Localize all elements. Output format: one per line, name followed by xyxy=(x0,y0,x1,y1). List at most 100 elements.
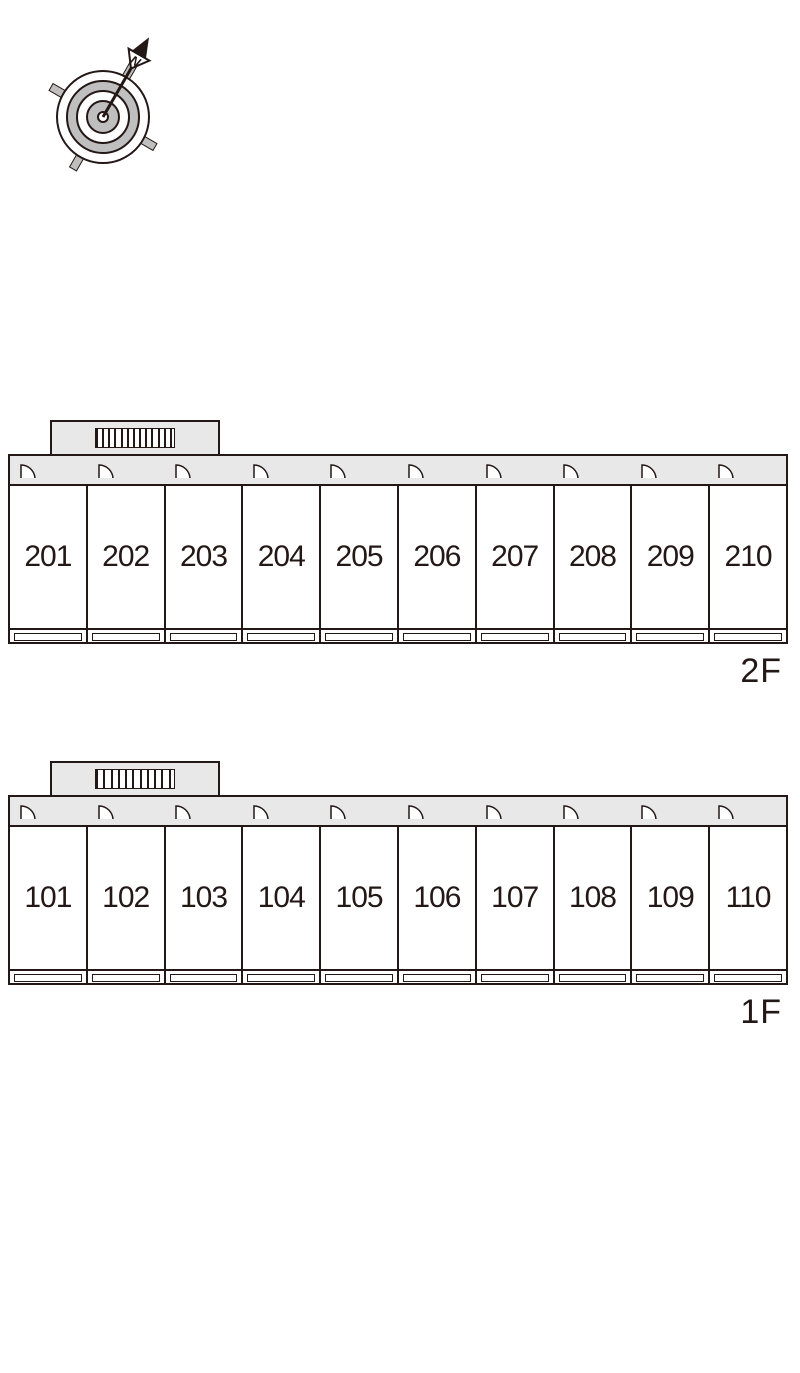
door-icon xyxy=(98,803,118,819)
units-row: 101 102 103 104 105 106 107 108 109 110 xyxy=(8,825,788,971)
unit-number: 204 xyxy=(258,540,305,574)
unit-number: 202 xyxy=(102,540,149,574)
door-icon xyxy=(175,803,195,819)
door-slot xyxy=(88,797,166,825)
door-slot xyxy=(553,456,631,484)
balcony-row xyxy=(8,971,788,985)
door-slot xyxy=(631,456,709,484)
balcony-row xyxy=(8,630,788,644)
door-slot xyxy=(320,456,398,484)
door-slot xyxy=(476,456,554,484)
unit-cell: 104 xyxy=(243,827,321,969)
balcony xyxy=(10,971,88,983)
corridor xyxy=(8,795,788,825)
unit-cell: 204 xyxy=(243,486,321,628)
unit-cell: 201 xyxy=(10,486,88,628)
unit-number: 209 xyxy=(647,540,694,574)
unit-cell: 101 xyxy=(10,827,88,969)
balcony xyxy=(243,630,321,642)
unit-cell: 106 xyxy=(399,827,477,969)
unit-number: 103 xyxy=(180,881,227,915)
balcony xyxy=(710,971,786,983)
unit-cell: 202 xyxy=(88,486,166,628)
floor-block: 201 202 203 204 205 206207 208 209 210 2F xyxy=(8,420,788,691)
balcony xyxy=(632,971,710,983)
door-icon xyxy=(330,462,350,478)
door-icon xyxy=(641,462,661,478)
door-icon xyxy=(253,803,273,819)
door-slot xyxy=(10,456,88,484)
balcony xyxy=(321,630,399,642)
compass-svg: N xyxy=(28,22,198,192)
door-icon xyxy=(330,803,350,819)
unit-cell: 203 xyxy=(166,486,244,628)
door-slot xyxy=(476,797,554,825)
compass-rose: N xyxy=(28,22,198,197)
unit-number: 109 xyxy=(647,881,694,915)
door-icon xyxy=(253,462,273,478)
balcony xyxy=(710,630,786,642)
balcony xyxy=(399,971,477,983)
door-icon xyxy=(20,462,40,478)
floor-label: 2F xyxy=(8,652,788,691)
unit-number: 205 xyxy=(336,540,383,574)
balcony xyxy=(555,630,633,642)
unit-cell: 207 xyxy=(477,486,555,628)
door-icon xyxy=(641,803,661,819)
door-icon xyxy=(408,803,428,819)
unit-number: 203 xyxy=(180,540,227,574)
door-icon xyxy=(486,462,506,478)
door-icon xyxy=(20,803,40,819)
door-icon xyxy=(718,462,738,478)
unit-number: 108 xyxy=(569,881,616,915)
unit-number: 110 xyxy=(726,881,771,915)
unit-cell: 208 xyxy=(555,486,633,628)
unit-cell: 205 xyxy=(321,486,399,628)
door-slot xyxy=(553,797,631,825)
balcony xyxy=(88,971,166,983)
unit-number: 208 xyxy=(569,540,616,574)
unit-number: 102 xyxy=(102,881,149,915)
corridor xyxy=(8,454,788,484)
door-slot xyxy=(243,456,321,484)
unit-number: 107 xyxy=(491,881,538,915)
balcony xyxy=(555,971,633,983)
unit-number: 101 xyxy=(24,881,71,915)
door-icon xyxy=(98,462,118,478)
door-icon xyxy=(486,803,506,819)
door-icon xyxy=(175,462,195,478)
unit-number: 210 xyxy=(725,540,772,574)
unit-number: 201 xyxy=(24,540,71,574)
stairwell xyxy=(50,420,220,454)
stair-icon xyxy=(95,428,175,448)
unit-cell: 108 xyxy=(555,827,633,969)
unit-cell: 109 xyxy=(632,827,710,969)
balcony xyxy=(166,630,244,642)
floor-label: 1F xyxy=(8,993,788,1032)
balcony xyxy=(88,630,166,642)
door-icon xyxy=(408,462,428,478)
door-icon xyxy=(563,803,583,819)
unit-cell: 103 xyxy=(166,827,244,969)
door-slot xyxy=(708,456,786,484)
door-slot xyxy=(398,797,476,825)
door-icon xyxy=(563,462,583,478)
unit-number: 105 xyxy=(336,881,383,915)
door-slot xyxy=(165,797,243,825)
balcony xyxy=(477,630,555,642)
door-slot xyxy=(398,456,476,484)
unit-cell: 206 xyxy=(399,486,477,628)
balcony xyxy=(399,630,477,642)
stair-icon xyxy=(95,769,175,789)
unit-cell: 105 xyxy=(321,827,399,969)
door-slot xyxy=(88,456,166,484)
balcony xyxy=(477,971,555,983)
door-slot xyxy=(631,797,709,825)
balcony xyxy=(166,971,244,983)
door-slot xyxy=(708,797,786,825)
stairwell-row xyxy=(8,761,788,795)
stairwell xyxy=(50,761,220,795)
balcony xyxy=(321,971,399,983)
unit-cell: 102 xyxy=(88,827,166,969)
unit-cell: 107 xyxy=(477,827,555,969)
